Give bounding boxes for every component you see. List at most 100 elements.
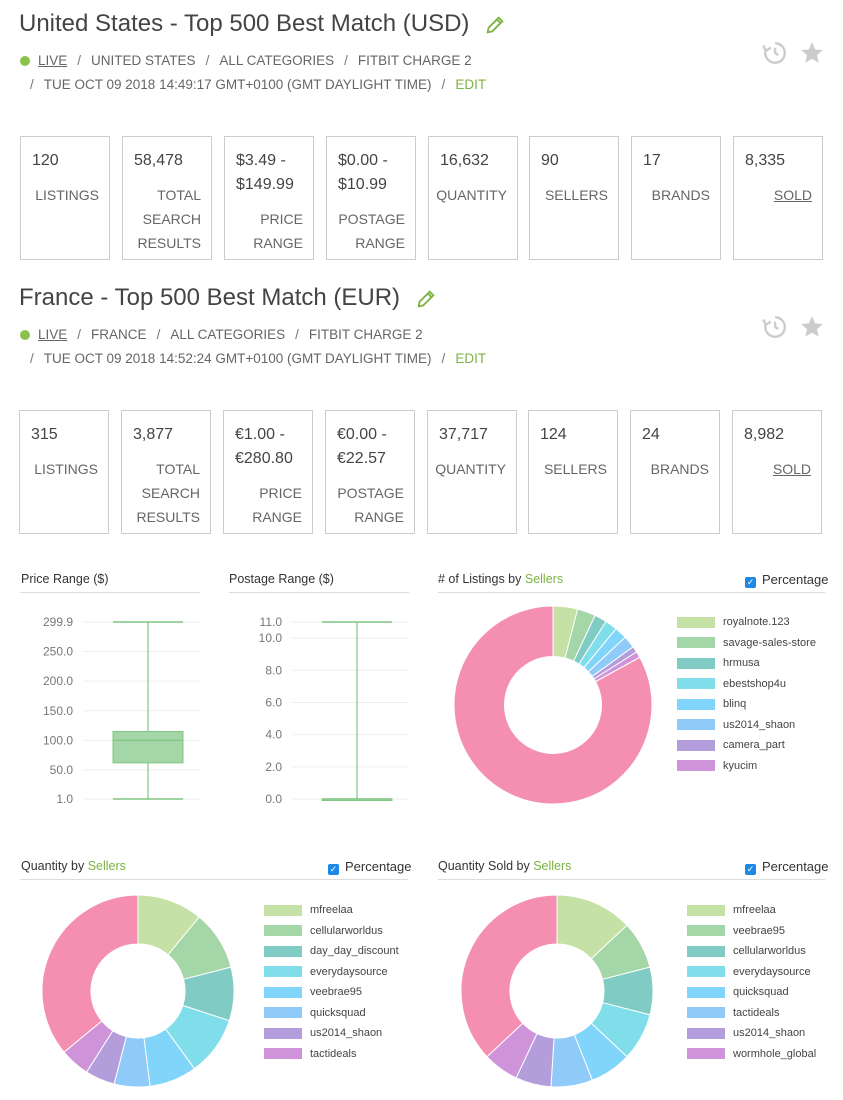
breadcrumb-line-2: / TUE OCT 09 2018 14:49:17 GMT+0100 (GMT …	[30, 77, 487, 92]
stat-value: 124	[540, 426, 567, 443]
stat-card: 90 SELLERS	[529, 136, 619, 260]
legend-item[interactable]: royalnote.123	[677, 612, 816, 633]
legend-item[interactable]: us2014_shaon	[687, 1023, 816, 1044]
live-link[interactable]: LIVE	[38, 53, 68, 68]
sellers-link[interactable]: Sellers	[533, 859, 572, 873]
legend-item[interactable]: quicksquad	[264, 1003, 399, 1024]
legend-swatch	[264, 986, 302, 998]
sellers-link[interactable]: Sellers	[87, 859, 126, 873]
stat-value: 17	[643, 152, 661, 169]
pencil-icon[interactable]	[415, 288, 437, 310]
legend-swatch	[677, 616, 715, 628]
stat-card: 17 BRANDS	[631, 136, 721, 260]
percentage-toggle[interactable]: ✓ Percentage	[745, 859, 829, 875]
stat-label: BRANDS	[650, 461, 709, 477]
breadcrumb: LIVE / FRANCE / ALL CATEGORIES / FITBIT CHARGE…	[20, 327, 423, 342]
legend-item[interactable]: everydaysource	[687, 962, 816, 983]
legend-item[interactable]: us2014_shaon	[264, 1023, 399, 1044]
donut-slice[interactable]	[41, 894, 139, 1053]
y-tick-label: 4.0	[265, 728, 282, 742]
market-tools	[753, 40, 825, 71]
stat-card: 124 SELLERS	[528, 410, 618, 534]
checkbox-checked-icon[interactable]: ✓	[328, 864, 339, 875]
legend-item[interactable]: ebestshop4u	[677, 674, 816, 695]
divider	[20, 592, 200, 593]
edit-link[interactable]: EDIT	[455, 77, 487, 92]
history-icon[interactable]	[761, 40, 787, 66]
percentage-toggle[interactable]: ✓ Percentage	[745, 572, 829, 588]
crumb-category: ALL CATEGORIES	[219, 53, 335, 68]
legend-item[interactable]: day_day_discount	[264, 941, 399, 962]
stat-label: QUANTITY	[435, 461, 506, 477]
legend-label: ebestshop4u	[723, 677, 786, 690]
y-tick-label: 6.0	[265, 695, 282, 709]
legend-item[interactable]: mfreelaa	[687, 900, 816, 921]
quantity-by-sellers-donut	[41, 894, 235, 1088]
pencil-icon[interactable]	[484, 14, 506, 36]
percentage-toggle[interactable]: ✓ Percentage	[328, 859, 412, 875]
checkbox-checked-icon[interactable]: ✓	[745, 577, 756, 588]
star-icon[interactable]	[799, 314, 825, 340]
legend-item[interactable]: savage-sales-store	[677, 633, 816, 654]
legend-item[interactable]: veebrae95	[264, 982, 399, 1003]
legend-item[interactable]: tactideals	[264, 1044, 399, 1065]
donut-slice[interactable]	[460, 894, 558, 1058]
checkbox-checked-icon[interactable]: ✓	[745, 864, 756, 875]
stat-value: 24	[642, 426, 660, 443]
legend-swatch	[687, 1007, 725, 1019]
legend-label: cellularworldus	[733, 945, 806, 958]
market-title: United States - Top 500 Best Match (USD)	[19, 10, 470, 37]
market-tools	[753, 314, 825, 345]
history-icon[interactable]	[761, 314, 787, 340]
legend-item[interactable]: cellularworldus	[687, 941, 816, 962]
legend-label: royalnote.123	[723, 616, 790, 629]
stat-label[interactable]: SOLD	[772, 461, 811, 477]
legend-swatch	[677, 739, 715, 751]
edit-link[interactable]: EDIT	[455, 351, 487, 366]
stat-label: BRANDS	[651, 187, 710, 203]
legend-swatch	[264, 1048, 302, 1060]
legend-swatch	[677, 637, 715, 649]
legend-item[interactable]: veebrae95	[687, 921, 816, 942]
stat-label: POSTAGE RANGE	[338, 211, 405, 251]
legend-item[interactable]: tactideals	[687, 1003, 816, 1024]
legend-swatch	[264, 966, 302, 978]
stat-card: $0.00 - $10.99 POSTAGE RANGE	[326, 136, 416, 260]
legend-swatch	[677, 657, 715, 669]
legend-label: veebrae95	[310, 986, 362, 999]
live-status-dot	[20, 330, 30, 341]
legend-item[interactable]: hrmusa	[677, 653, 816, 674]
stat-card: 315 LISTINGS	[19, 410, 109, 534]
sellers-link[interactable]: Sellers	[524, 572, 564, 586]
crumb-country: UNITED STATES	[91, 53, 196, 68]
quantity-sold-by-sellers-title: Quantity Sold by Sellers	[438, 859, 572, 873]
legend-item[interactable]: cellularworldus	[264, 921, 399, 942]
legend-item[interactable]: everydaysource	[264, 962, 399, 983]
stat-card: 24 BRANDS	[630, 410, 720, 534]
stat-value: $0.00 - $10.99	[338, 152, 388, 193]
legend-label: savage-sales-store	[723, 636, 816, 649]
stat-label: QUANTITY	[436, 187, 507, 203]
legend-item[interactable]: us2014_shaon	[677, 715, 816, 736]
stat-value: $3.49 - $149.99	[236, 152, 294, 193]
live-link[interactable]: LIVE	[38, 327, 68, 342]
legend-label: cellularworldus	[310, 924, 383, 937]
stat-card: 3,877 TOTAL SEARCH RESULTS	[121, 410, 211, 534]
market-title: France - Top 500 Best Match (EUR)	[19, 284, 401, 311]
stat-label: POSTAGE RANGE	[337, 485, 404, 525]
legend-item[interactable]: camera_part	[677, 735, 816, 756]
legend-swatch	[687, 986, 725, 998]
legend-item[interactable]: quicksquad	[687, 982, 816, 1003]
legend-item[interactable]: kyucim	[677, 756, 816, 777]
stat-value: 315	[31, 426, 58, 443]
star-icon[interactable]	[799, 40, 825, 66]
donut-slice[interactable]	[453, 605, 653, 805]
legend-label: quicksquad	[733, 986, 789, 999]
y-tick-label: 250.0	[43, 645, 73, 659]
legend-item[interactable]: blinq	[677, 694, 816, 715]
stat-label: SELLERS	[543, 461, 607, 477]
stat-value: 37,717	[439, 426, 488, 443]
legend-item[interactable]: wormhole_global	[687, 1044, 816, 1065]
stat-label[interactable]: SOLD	[773, 187, 812, 203]
legend-item[interactable]: mfreelaa	[264, 900, 399, 921]
